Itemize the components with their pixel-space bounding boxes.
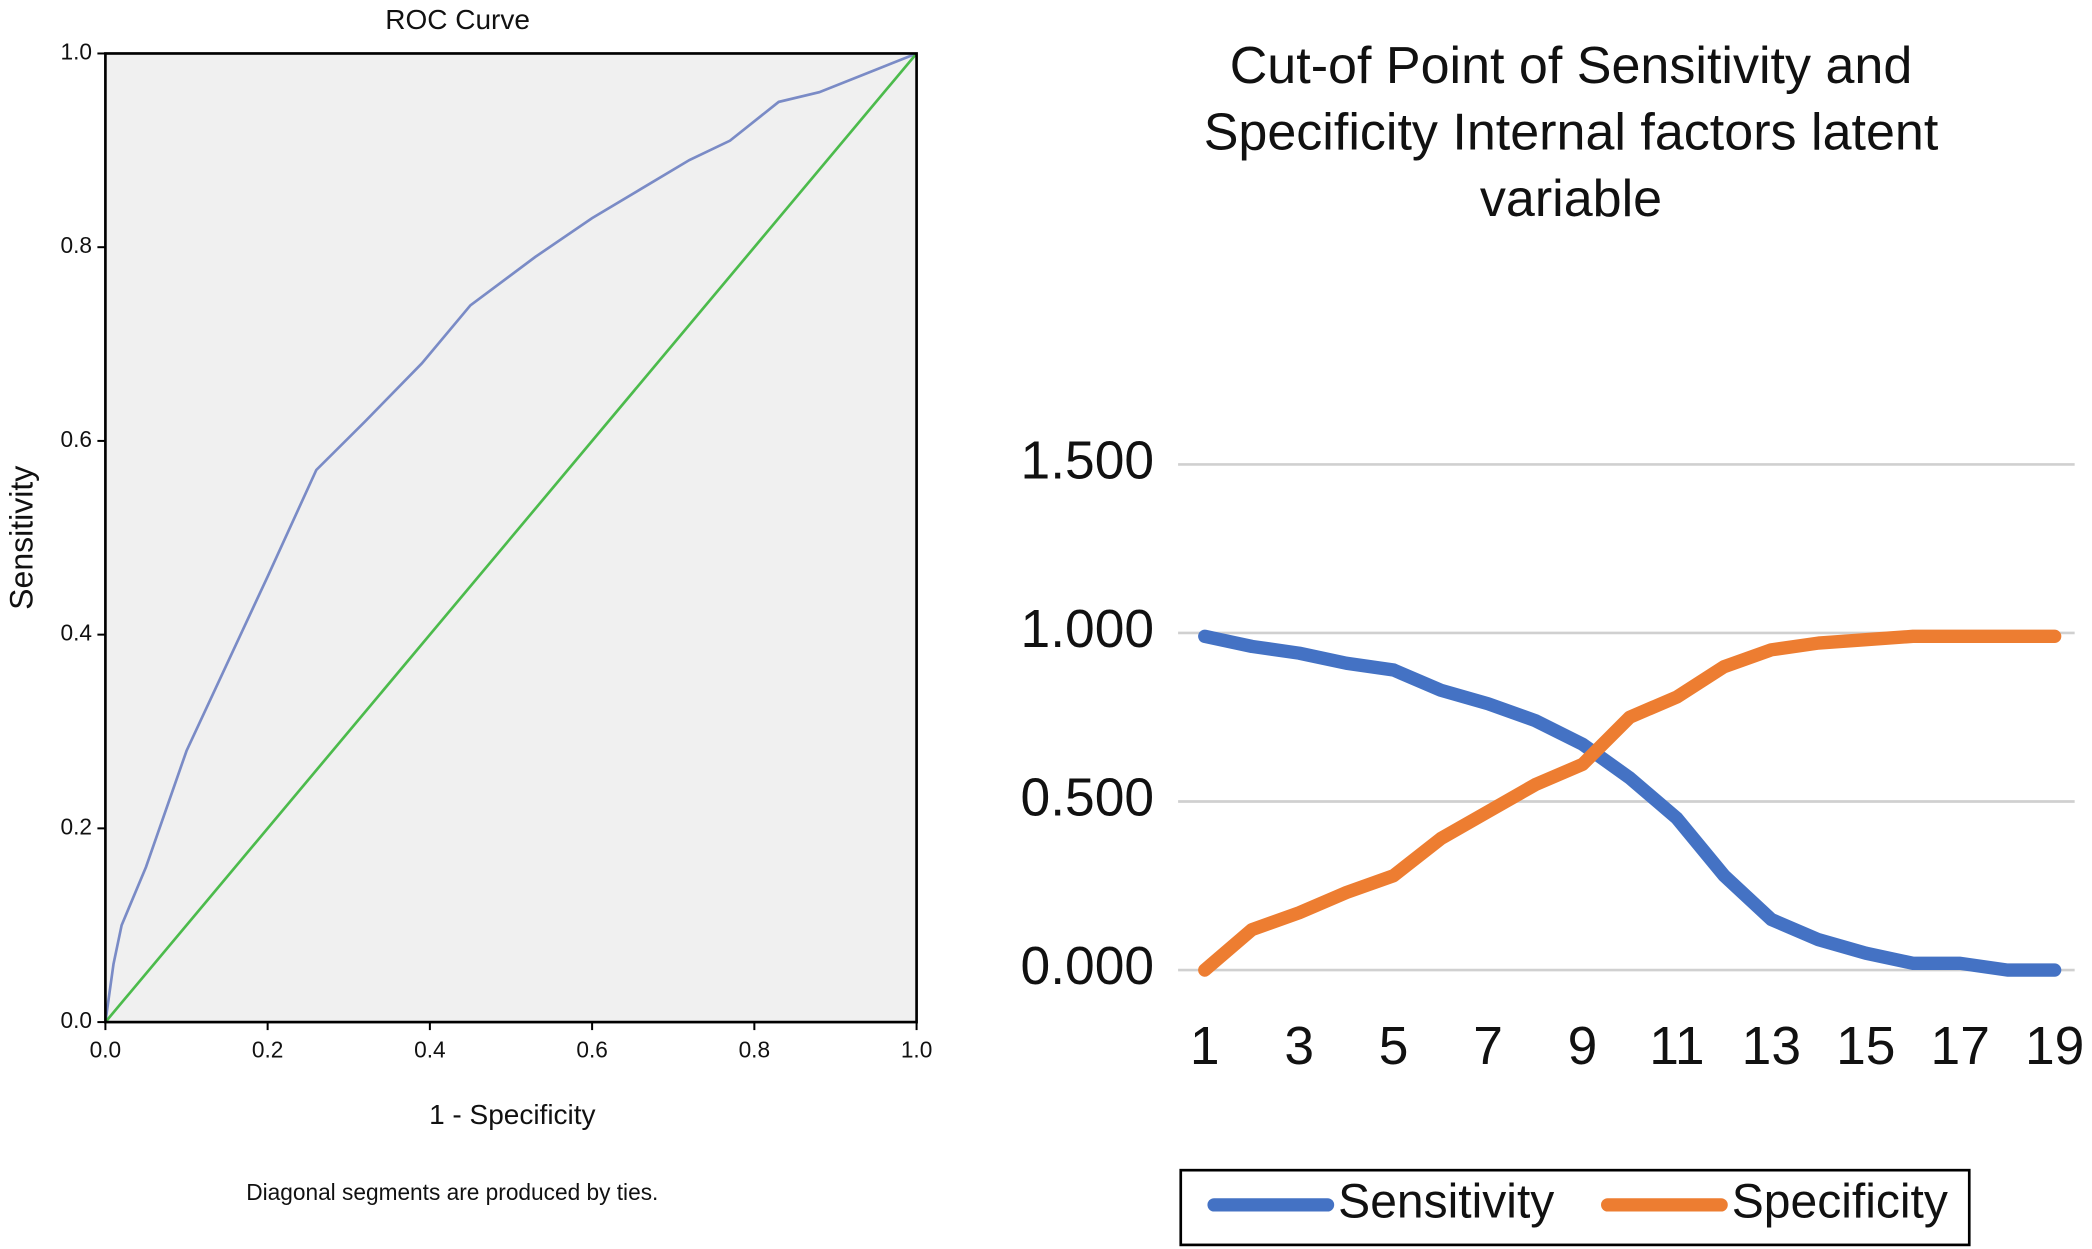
y-tick-label: 1.000 [1021, 600, 1155, 659]
roc-line [104, 52, 918, 1023]
y-tick-label: 0.500 [1021, 769, 1155, 828]
y-tick-label: 1.500 [1021, 431, 1155, 490]
x-tick-label: 0.4 [414, 1036, 446, 1062]
y-tick-label: 0.0 [61, 1007, 93, 1033]
x-tick-label: 17 [1931, 1017, 1990, 1076]
y-tick-label: 0.8 [61, 232, 93, 258]
x-tick-label: 0.0 [90, 1036, 122, 1062]
y-tick-label: 0.2 [61, 813, 93, 839]
series-line [1198, 629, 2062, 977]
x-tick-label: 15 [1836, 1017, 1895, 1076]
roc-line [104, 52, 918, 1023]
x-axis-label: 1 - Specificity [429, 1099, 596, 1130]
x-tick-label: 7 [1473, 1017, 1503, 1076]
y-axis-label: Sensitivity [3, 466, 39, 610]
x-tick-label: 13 [1742, 1017, 1801, 1076]
legend-label: Specificity [1732, 1176, 1948, 1229]
y-tick-label: 0.6 [61, 426, 93, 452]
note: Diagonal segments are produced by ties. [246, 1179, 658, 1205]
roc-title: ROC Curve [385, 4, 530, 35]
title-box: Cut-of Point of Sensitivity and Specific… [1203, 37, 1939, 229]
chart-title: Cut-of Point of Sensitivity and Specific… [1203, 37, 1939, 229]
legend-label: Sensitivity [1338, 1176, 1554, 1229]
x-tick-label: 5 [1379, 1017, 1409, 1076]
x-tick-label: 0.2 [252, 1036, 284, 1062]
x-tick-label: 1 [1190, 1017, 1220, 1076]
x-tick-label: 1.0 [901, 1036, 933, 1062]
x-tick-label: 0.8 [739, 1036, 771, 1062]
x-tick-label: 3 [1284, 1017, 1314, 1076]
series-line [1198, 629, 2062, 977]
plot-border [104, 52, 918, 1024]
x-tick-label: 11 [1649, 1017, 1704, 1076]
y-tick-label: 1.0 [61, 38, 93, 64]
x-tick-label: 0.6 [576, 1036, 608, 1062]
x-tick-label: 9 [1568, 1017, 1598, 1076]
y-tick-label: 0.4 [61, 620, 93, 646]
y-tick-label: 0.000 [1021, 937, 1155, 996]
x-tick-label: 19 [2025, 1017, 2084, 1076]
